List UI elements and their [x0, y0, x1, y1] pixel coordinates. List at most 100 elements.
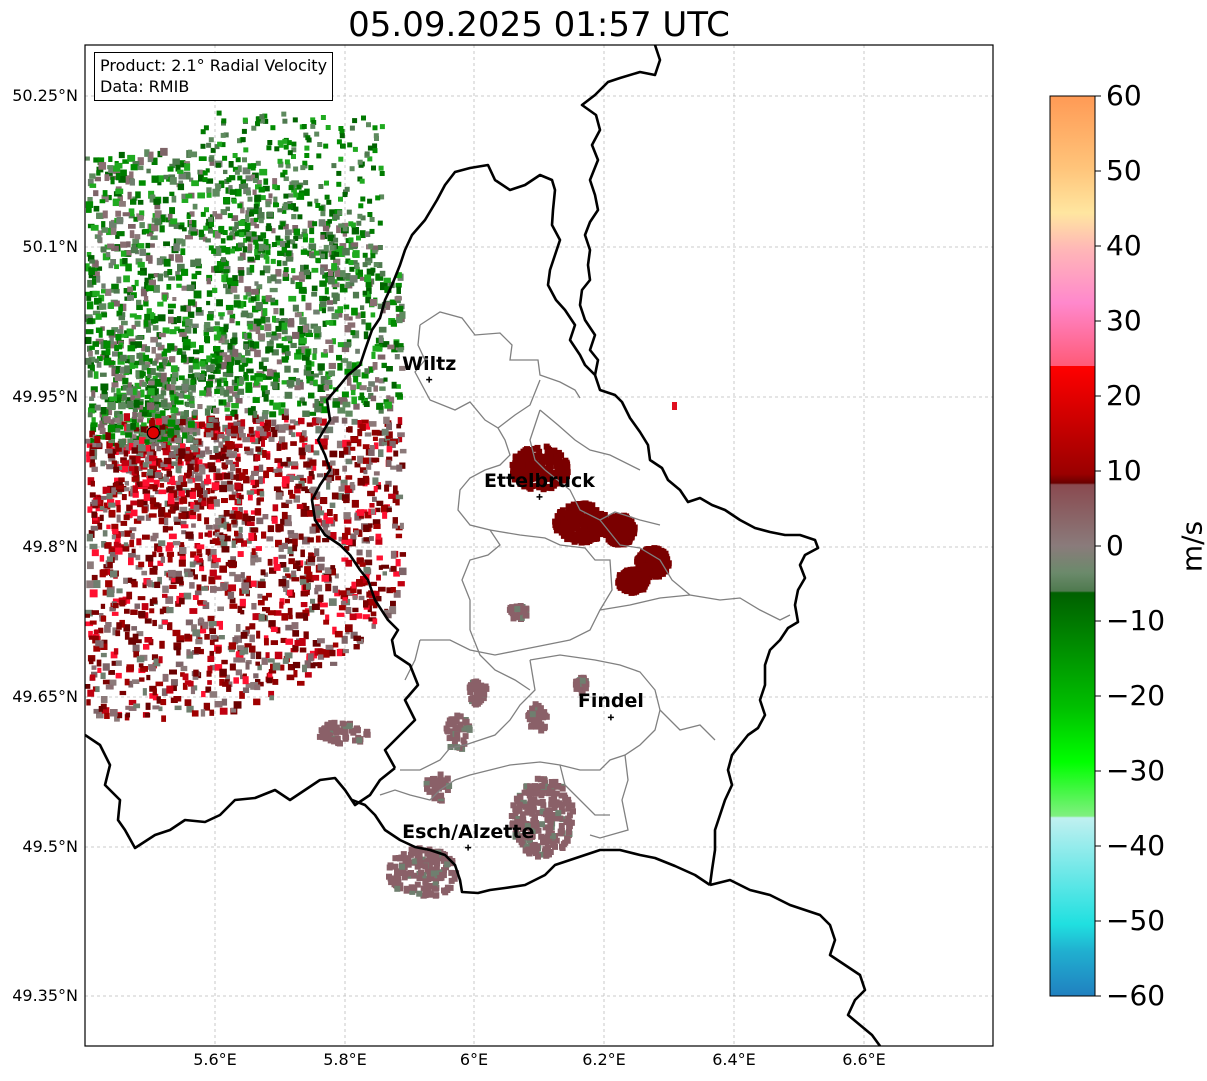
echo-cell — [637, 584, 644, 591]
echo-cell — [302, 584, 309, 591]
echo-cell — [174, 570, 182, 579]
echo-cell — [114, 344, 123, 350]
echo-cell — [365, 322, 372, 331]
echo-cell — [181, 335, 189, 343]
echo-cell — [197, 513, 202, 522]
echo-cell — [231, 403, 239, 409]
echo-cell — [214, 388, 220, 395]
echo-cell — [95, 327, 103, 333]
echo-cell — [395, 272, 402, 279]
echo-cell — [295, 378, 301, 386]
echo-cell — [111, 534, 117, 540]
echo-cell — [128, 553, 136, 558]
echo-cell — [267, 610, 276, 616]
echo-cell — [196, 553, 203, 558]
echo-cell — [173, 411, 181, 416]
echo-cell — [142, 612, 149, 619]
echo-cell — [323, 398, 328, 404]
echo-cell — [342, 597, 348, 604]
echo-cell — [139, 677, 145, 682]
echo-cell — [130, 341, 137, 349]
echo-cell — [90, 480, 95, 487]
echo-cell — [140, 499, 148, 506]
echo-cell — [93, 271, 100, 277]
echo-cell — [115, 500, 121, 507]
echo-cell — [221, 659, 228, 665]
echo-cell — [200, 709, 206, 717]
echo-cell — [195, 638, 203, 645]
echo-cell — [274, 651, 283, 660]
echo-cell — [181, 354, 187, 362]
echo-cell — [258, 243, 264, 252]
echo-cell — [397, 432, 405, 438]
echo-cell — [272, 429, 278, 438]
echo-cell — [339, 450, 345, 458]
echo-cell — [565, 796, 572, 803]
echo-cell — [175, 164, 181, 172]
echo-cell — [448, 869, 455, 876]
echo-cell — [126, 423, 134, 432]
echo-cell — [131, 324, 136, 330]
echo-cell — [288, 429, 293, 435]
echo-cell — [253, 673, 259, 679]
echo-cell — [167, 569, 176, 577]
echo-cell — [238, 472, 246, 481]
echo-cell — [189, 491, 196, 499]
echo-cell — [350, 330, 356, 336]
echo-cell — [139, 222, 145, 229]
echo-cell — [349, 275, 358, 283]
echo-cell — [363, 600, 369, 608]
echo-cell — [354, 512, 362, 521]
echo-cell — [272, 315, 277, 323]
echo-cell — [107, 243, 115, 249]
echo-cell — [589, 529, 596, 536]
echo-cell — [288, 558, 295, 565]
echo-cell — [186, 705, 194, 713]
echo-cell — [283, 423, 291, 431]
echo-cell — [340, 594, 349, 600]
echo-cell — [551, 782, 558, 789]
echo-cell — [320, 443, 328, 450]
echo-cell — [130, 609, 138, 615]
echo-cell — [204, 478, 212, 485]
echo-cell — [85, 291, 94, 296]
echo-cell — [543, 443, 550, 450]
echo-cell — [212, 287, 218, 293]
echo-cell — [234, 574, 242, 582]
echo-cell — [333, 514, 338, 522]
echo-cell — [626, 529, 633, 536]
echo-cell — [106, 556, 114, 563]
echo-cell — [302, 590, 310, 596]
echo-cell — [159, 225, 165, 233]
echo-cell — [259, 325, 264, 331]
echo-cell — [320, 267, 325, 275]
echo-cell — [110, 547, 115, 552]
echo-cell — [293, 670, 298, 678]
echo-cell — [257, 600, 265, 606]
echo-cell — [178, 225, 185, 230]
echo-cell — [329, 241, 335, 246]
echo-cell — [371, 351, 376, 359]
echo-cell — [160, 214, 166, 223]
echo-cell — [118, 544, 124, 549]
echo-cell — [114, 264, 119, 270]
echo-cell — [366, 598, 375, 606]
echo-cell — [248, 426, 254, 434]
echo-cell — [122, 159, 129, 164]
echo-cell — [92, 341, 99, 347]
echo-cell — [96, 212, 104, 220]
echo-cell — [109, 433, 116, 440]
echo-cell — [115, 630, 121, 637]
echo-cell — [359, 562, 366, 567]
echo-cell — [357, 509, 365, 516]
echo-cell — [107, 452, 115, 459]
echo-cell — [86, 454, 91, 463]
echo-cell — [553, 462, 560, 469]
echo-cell — [259, 168, 268, 176]
echo-cell — [255, 446, 261, 452]
echo-cell — [176, 393, 183, 399]
echo-cell — [167, 493, 174, 501]
echo-cell — [116, 310, 121, 317]
echo-cell — [145, 702, 151, 710]
echo-cell — [528, 823, 535, 830]
